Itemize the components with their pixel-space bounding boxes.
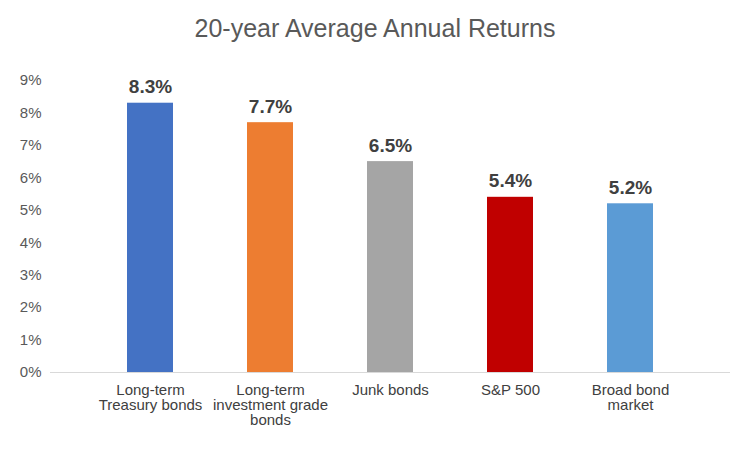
svg-text:4%: 4% bbox=[20, 234, 42, 251]
svg-text:S&P 500: S&P 500 bbox=[481, 381, 540, 398]
svg-text:7.7%: 7.7% bbox=[249, 96, 292, 117]
svg-text:Long-termTreasury bonds: Long-termTreasury bonds bbox=[99, 381, 203, 413]
svg-text:9%: 9% bbox=[20, 71, 42, 88]
svg-text:8.3%: 8.3% bbox=[129, 76, 172, 97]
svg-text:7%: 7% bbox=[20, 136, 42, 153]
svg-text:5%: 5% bbox=[20, 201, 42, 218]
svg-text:0%: 0% bbox=[20, 363, 42, 380]
svg-text:Junk bonds: Junk bonds bbox=[352, 381, 429, 398]
svg-text:3%: 3% bbox=[20, 266, 42, 283]
html-text:20-year Average Annual Returns: 20-year Average Annual Returns bbox=[194, 14, 556, 42]
svg-text:6%: 6% bbox=[20, 169, 42, 186]
svg-text:8%: 8% bbox=[20, 104, 42, 121]
svg-text:1%: 1% bbox=[20, 331, 42, 348]
svg-text:Long-terminvestment gradebonds: Long-terminvestment gradebonds bbox=[213, 381, 328, 428]
svg-text:Broad bondmarket: Broad bondmarket bbox=[592, 381, 670, 413]
svg-text:5.4%: 5.4% bbox=[489, 170, 532, 191]
svg-text:2%: 2% bbox=[20, 298, 42, 315]
svg-text:6.5%: 6.5% bbox=[369, 135, 412, 156]
svg-text:5.2%: 5.2% bbox=[609, 177, 652, 198]
